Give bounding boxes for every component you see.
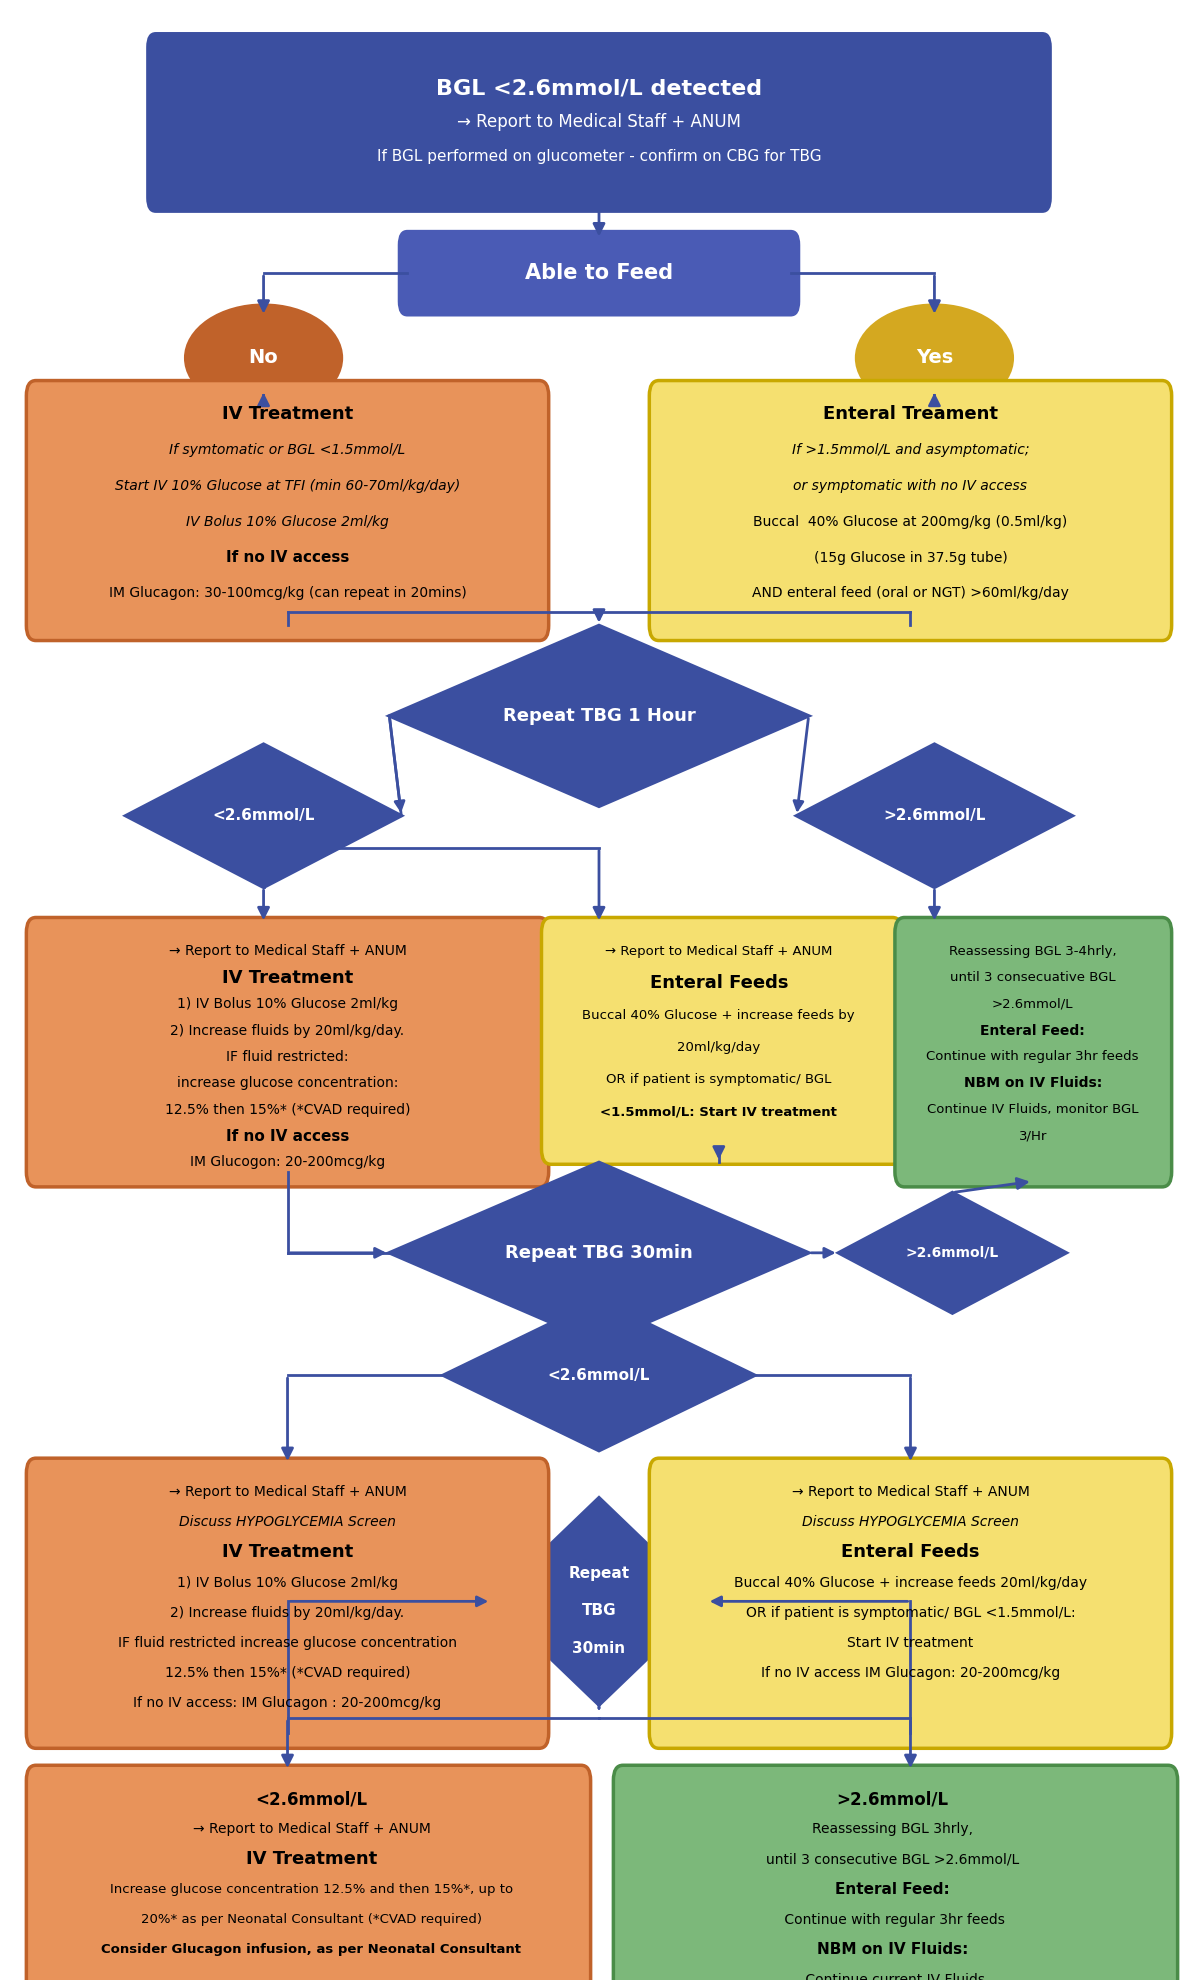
Text: If BGL performed on glucometer - confirm on CBG for TBG: If BGL performed on glucometer - confirm… <box>376 148 822 164</box>
Text: 3/Hr: 3/Hr <box>1018 1129 1047 1142</box>
Text: Reassessing BGL 3-4hrly,: Reassessing BGL 3-4hrly, <box>949 944 1117 958</box>
Text: (15g Glucose in 37.5g tube): (15g Glucose in 37.5g tube) <box>813 550 1008 564</box>
Text: Able to Feed: Able to Feed <box>525 263 673 283</box>
FancyBboxPatch shape <box>26 917 549 1186</box>
Text: 2) Increase fluids by 20ml/kg/day.: 2) Increase fluids by 20ml/kg/day. <box>170 1024 405 1038</box>
FancyBboxPatch shape <box>146 32 1052 214</box>
Text: >2.6mmol/L: >2.6mmol/L <box>906 1245 999 1259</box>
Polygon shape <box>443 1301 755 1451</box>
Text: Enteral Treament: Enteral Treament <box>823 406 998 424</box>
FancyBboxPatch shape <box>541 917 902 1164</box>
Text: → Report to Medical Staff + ANUM: → Report to Medical Staff + ANUM <box>169 944 406 958</box>
Text: or symptomatic with no IV access: or symptomatic with no IV access <box>793 479 1028 493</box>
Text: → Report to Medical Staff + ANUM: → Report to Medical Staff + ANUM <box>169 1485 406 1499</box>
Text: Start IV 10% Glucose at TFI (min 60-70ml/kg/day): Start IV 10% Glucose at TFI (min 60-70ml… <box>115 479 460 493</box>
Text: NBM on IV Fluids:: NBM on IV Fluids: <box>963 1077 1102 1091</box>
Polygon shape <box>839 1192 1066 1313</box>
Text: IV Treatment: IV Treatment <box>222 1542 353 1562</box>
Text: >2.6mmol/L: >2.6mmol/L <box>883 808 986 824</box>
Text: Repeat TBG 1 Hour: Repeat TBG 1 Hour <box>503 707 695 725</box>
Text: 20ml/kg/day: 20ml/kg/day <box>677 1041 761 1053</box>
Text: IM Glucagon: 30-100mcg/kg (can repeat in 20mins): IM Glucagon: 30-100mcg/kg (can repeat in… <box>109 586 466 600</box>
Text: IV Bolus 10% Glucose 2ml/kg: IV Bolus 10% Glucose 2ml/kg <box>186 515 389 529</box>
Text: NBM on IV Fluids:: NBM on IV Fluids: <box>817 1942 968 1958</box>
FancyBboxPatch shape <box>398 230 800 317</box>
FancyBboxPatch shape <box>26 1766 591 1980</box>
Text: Enteral Feeds: Enteral Feeds <box>841 1542 980 1562</box>
Text: If symtomatic or BGL <1.5mmol/L: If symtomatic or BGL <1.5mmol/L <box>169 444 406 457</box>
Text: Buccal 40% Glucose + increase feeds 20ml/kg/day: Buccal 40% Glucose + increase feeds 20ml… <box>734 1576 1087 1590</box>
Ellipse shape <box>857 305 1012 410</box>
Polygon shape <box>389 626 809 806</box>
Ellipse shape <box>186 305 341 410</box>
Text: AND enteral feed (oral or NGT) >60ml/kg/day: AND enteral feed (oral or NGT) >60ml/kg/… <box>752 586 1069 600</box>
Text: → Report to Medical Staff + ANUM: → Report to Medical Staff + ANUM <box>792 1485 1029 1499</box>
Text: → Report to Medical Staff + ANUM: → Report to Medical Staff + ANUM <box>193 1822 430 1835</box>
Text: Enteral Feed:: Enteral Feed: <box>835 1883 950 1897</box>
Text: Repeat TBG 30min: Repeat TBG 30min <box>506 1243 692 1261</box>
Text: Discuss HYPOGLYCEMIA Screen: Discuss HYPOGLYCEMIA Screen <box>179 1515 397 1529</box>
Text: TBG: TBG <box>582 1604 616 1618</box>
Text: until 3 consecutive BGL >2.6mmol/L: until 3 consecutive BGL >2.6mmol/L <box>766 1853 1019 1867</box>
Text: 12.5% then 15%* (*CVAD required): 12.5% then 15%* (*CVAD required) <box>165 1665 410 1679</box>
Text: >2.6mmol/L: >2.6mmol/L <box>992 998 1073 1010</box>
Text: <1.5mmol/L: Start IV treatment: <1.5mmol/L: Start IV treatment <box>600 1105 837 1119</box>
Text: → Report to Medical Staff + ANUM: → Report to Medical Staff + ANUM <box>605 944 833 958</box>
Text: OR if patient is symptomatic/ BGL <1.5mmol/L:: OR if patient is symptomatic/ BGL <1.5mm… <box>745 1606 1076 1620</box>
FancyBboxPatch shape <box>26 1457 549 1748</box>
FancyBboxPatch shape <box>895 917 1172 1186</box>
Polygon shape <box>389 1162 809 1342</box>
Text: Continue IV Fluids, monitor BGL: Continue IV Fluids, monitor BGL <box>927 1103 1138 1117</box>
Text: → Report to Medical Staff + ANUM: → Report to Medical Staff + ANUM <box>456 113 742 131</box>
Text: IV Treatment: IV Treatment <box>222 406 353 424</box>
Text: If no IV access IM Glucagon: 20-200mcg/kg: If no IV access IM Glucagon: 20-200mcg/k… <box>761 1665 1060 1679</box>
Polygon shape <box>126 744 401 887</box>
Text: OR if patient is symptomatic/ BGL: OR if patient is symptomatic/ BGL <box>606 1073 831 1085</box>
Text: 2) Increase fluids by 20ml/kg/day.: 2) Increase fluids by 20ml/kg/day. <box>170 1606 405 1620</box>
Text: increase glucose concentration:: increase glucose concentration: <box>177 1077 398 1091</box>
Text: Enteral Feeds: Enteral Feeds <box>649 974 788 992</box>
Text: IF fluid restricted:: IF fluid restricted: <box>226 1049 349 1063</box>
Text: Buccal 40% Glucose + increase feeds by: Buccal 40% Glucose + increase feeds by <box>582 1010 855 1022</box>
Text: Buccal  40% Glucose at 200mg/kg (0.5ml/kg): Buccal 40% Glucose at 200mg/kg (0.5ml/kg… <box>754 515 1067 529</box>
Text: IF fluid restricted increase glucose concentration: IF fluid restricted increase glucose con… <box>119 1635 456 1649</box>
Text: If no IV access: IM Glucagon : 20-200mcg/kg: If no IV access: IM Glucagon : 20-200mcg… <box>133 1697 442 1711</box>
FancyBboxPatch shape <box>649 380 1172 642</box>
Text: 20%* as per Neonatal Consultant (*CVAD required): 20%* as per Neonatal Consultant (*CVAD r… <box>141 1913 482 1927</box>
Text: 1) IV Bolus 10% Glucose 2ml/kg: 1) IV Bolus 10% Glucose 2ml/kg <box>177 998 398 1012</box>
Text: <2.6mmol/L: <2.6mmol/L <box>255 1790 368 1808</box>
Text: until 3 consecuative BGL: until 3 consecuative BGL <box>950 972 1115 984</box>
Text: 12.5% then 15%* (*CVAD required): 12.5% then 15%* (*CVAD required) <box>165 1103 410 1117</box>
Text: 30min: 30min <box>573 1641 625 1655</box>
Text: >2.6mmol/L: >2.6mmol/L <box>836 1790 949 1808</box>
FancyBboxPatch shape <box>26 380 549 642</box>
Text: Enteral Feed:: Enteral Feed: <box>980 1024 1085 1038</box>
Text: If no IV access: If no IV access <box>226 1129 349 1144</box>
Text: Continue with regular 3hr feeds: Continue with regular 3hr feeds <box>926 1051 1139 1063</box>
Text: IV Treatment: IV Treatment <box>246 1851 377 1869</box>
Text: Start IV treatment: Start IV treatment <box>847 1635 974 1649</box>
Text: Discuss HYPOGLYCEMIA Screen: Discuss HYPOGLYCEMIA Screen <box>801 1515 1019 1529</box>
Text: Continue with regular 3hr feeds: Continue with regular 3hr feeds <box>780 1913 1005 1927</box>
Text: IV Treatment: IV Treatment <box>222 968 353 986</box>
Text: BGL <2.6mmol/L detected: BGL <2.6mmol/L detected <box>436 79 762 99</box>
Text: <2.6mmol/L: <2.6mmol/L <box>547 1368 651 1382</box>
Text: 1) IV Bolus 10% Glucose 2ml/kg: 1) IV Bolus 10% Glucose 2ml/kg <box>177 1576 398 1590</box>
Text: Yes: Yes <box>915 348 954 368</box>
Text: Reassessing BGL 3hrly,: Reassessing BGL 3hrly, <box>812 1822 973 1835</box>
FancyBboxPatch shape <box>613 1766 1178 1980</box>
Polygon shape <box>797 744 1072 887</box>
Text: No: No <box>249 348 278 368</box>
Polygon shape <box>491 1497 707 1705</box>
Text: <2.6mmol/L: <2.6mmol/L <box>212 808 315 824</box>
Text: If no IV access: If no IV access <box>226 550 349 564</box>
Text: Repeat: Repeat <box>568 1566 630 1580</box>
FancyBboxPatch shape <box>649 1457 1172 1748</box>
Text: If >1.5mmol/L and asymptomatic;: If >1.5mmol/L and asymptomatic; <box>792 444 1029 457</box>
Text: Continue current IV Fluids: Continue current IV Fluids <box>800 1972 985 1980</box>
Text: Consider Glucagon infusion, as per Neonatal Consultant: Consider Glucagon infusion, as per Neona… <box>102 1944 521 1956</box>
Text: IM Glucogon: 20-200mcg/kg: IM Glucogon: 20-200mcg/kg <box>190 1156 385 1170</box>
Text: Increase glucose concentration 12.5% and then 15%*, up to: Increase glucose concentration 12.5% and… <box>110 1883 513 1897</box>
